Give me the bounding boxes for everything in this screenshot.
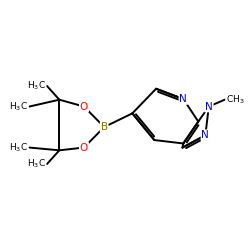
Text: O: O xyxy=(80,142,88,152)
Text: N: N xyxy=(180,94,187,104)
Text: CH$_3$: CH$_3$ xyxy=(226,94,244,106)
Text: O: O xyxy=(80,102,88,112)
Text: B: B xyxy=(100,122,108,132)
Text: H$_3$C: H$_3$C xyxy=(27,80,46,92)
Text: H$_3$C: H$_3$C xyxy=(9,141,28,154)
Text: H$_3$C: H$_3$C xyxy=(9,100,28,113)
Text: N: N xyxy=(202,130,209,140)
Text: N: N xyxy=(205,102,213,112)
Text: H$_3$C: H$_3$C xyxy=(27,158,46,170)
